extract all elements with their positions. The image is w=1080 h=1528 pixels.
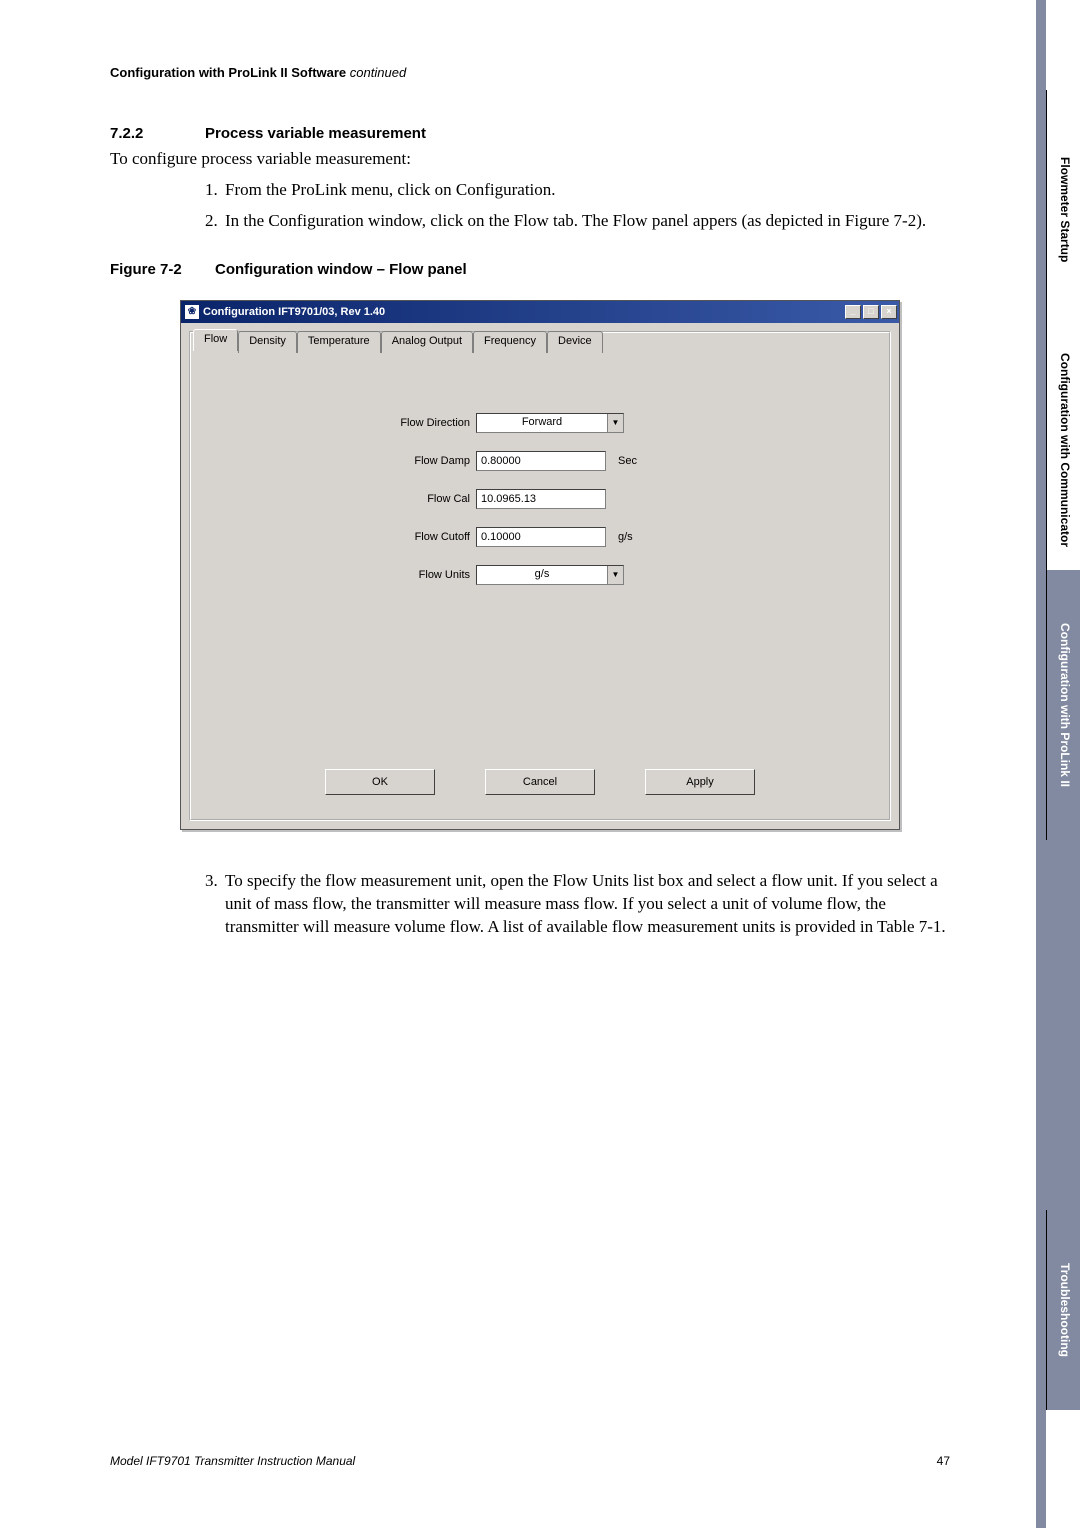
page-content: Configuration with ProLink II Software c… bbox=[110, 65, 950, 939]
figure-title: Configuration window – Flow panel bbox=[215, 261, 467, 278]
tab-analog-output[interactable]: Analog Output bbox=[381, 331, 473, 353]
flow-cutoff-label: Flow Cutoff bbox=[191, 531, 476, 543]
running-head-title: Configuration with ProLink II Software bbox=[110, 65, 346, 80]
tab-flow[interactable]: Flow bbox=[193, 329, 238, 351]
minimize-button[interactable]: _ bbox=[845, 305, 861, 319]
flow-units-label: Flow Units bbox=[191, 569, 476, 581]
side-tabs: Flowmeter Startup Configuration with Com… bbox=[1046, 90, 1080, 1410]
window-buttons: _ □ × bbox=[845, 305, 897, 319]
flow-cal-input[interactable] bbox=[476, 489, 606, 509]
side-accent-bar bbox=[1036, 0, 1046, 1528]
step-2: 2.In the Configuration window, click on … bbox=[110, 210, 950, 233]
titlebar[interactable]: ❀ Configuration IFT9701/03, Rev 1.40 _ □… bbox=[181, 301, 899, 323]
button-row: OK Cancel Apply bbox=[191, 769, 889, 795]
row-flow-direction: Flow Direction Forward ▼ bbox=[191, 413, 889, 433]
ok-button[interactable]: OK bbox=[325, 769, 435, 795]
flow-units-value: g/s bbox=[477, 566, 607, 584]
chevron-down-icon[interactable]: ▼ bbox=[607, 414, 623, 432]
section-number: 7.2.2 bbox=[110, 125, 205, 142]
flow-direction-select[interactable]: Forward ▼ bbox=[476, 413, 624, 433]
side-tab-troubleshooting[interactable]: Troubleshooting bbox=[1046, 1210, 1080, 1410]
step-3: 3.To specify the flow measurement unit, … bbox=[110, 870, 950, 939]
flow-damp-unit: Sec bbox=[618, 455, 637, 467]
side-tab-flowmeter-startup[interactable]: Flowmeter Startup bbox=[1046, 90, 1080, 330]
tabs-row: Flow Density Temperature Analog Output F… bbox=[193, 329, 889, 351]
config-window: ❀ Configuration IFT9701/03, Rev 1.40 _ □… bbox=[180, 300, 900, 830]
apply-button[interactable]: Apply bbox=[645, 769, 755, 795]
side-tab-gap bbox=[1046, 840, 1080, 1210]
section-title: Process variable measurement bbox=[205, 125, 426, 142]
section-heading: 7.2.2Process variable measurement bbox=[110, 125, 950, 142]
flow-damp-label: Flow Damp bbox=[191, 455, 476, 467]
step-1: 1.From the ProLink menu, click on Config… bbox=[110, 179, 950, 202]
tab-panel: Flow Density Temperature Analog Output F… bbox=[189, 331, 891, 821]
flow-direction-label: Flow Direction bbox=[191, 417, 476, 429]
app-icon: ❀ bbox=[185, 305, 199, 319]
tab-density[interactable]: Density bbox=[238, 331, 297, 353]
flow-units-select[interactable]: g/s ▼ bbox=[476, 565, 624, 585]
running-head: Configuration with ProLink II Software c… bbox=[110, 65, 950, 80]
flow-cutoff-input[interactable] bbox=[476, 527, 606, 547]
row-flow-cutoff: Flow Cutoff g/s bbox=[191, 527, 889, 547]
row-flow-damp: Flow Damp Sec bbox=[191, 451, 889, 471]
flow-damp-input[interactable] bbox=[476, 451, 606, 471]
footer: Model IFT9701 Transmitter Instruction Ma… bbox=[110, 1454, 950, 1468]
form-area: Flow Direction Forward ▼ Flow Damp Sec F… bbox=[191, 413, 889, 603]
close-button[interactable]: × bbox=[881, 305, 897, 319]
figure-caption: Figure 7-2Configuration window – Flow pa… bbox=[110, 261, 950, 278]
side-tab-config-prolink[interactable]: Configuration with ProLink II bbox=[1046, 570, 1080, 840]
side-tab-config-communicator[interactable]: Configuration with Communicator bbox=[1046, 330, 1080, 570]
running-head-suffix: continued bbox=[350, 65, 406, 80]
flow-cal-label: Flow Cal bbox=[191, 493, 476, 505]
footer-doc-title: Model IFT9701 Transmitter Instruction Ma… bbox=[110, 1454, 355, 1468]
tab-device[interactable]: Device bbox=[547, 331, 603, 353]
tab-temperature[interactable]: Temperature bbox=[297, 331, 381, 353]
maximize-button[interactable]: □ bbox=[863, 305, 879, 319]
row-flow-units: Flow Units g/s ▼ bbox=[191, 565, 889, 585]
intro-text: To configure process variable measuremen… bbox=[110, 148, 950, 171]
flow-direction-value: Forward bbox=[477, 414, 607, 432]
cancel-button[interactable]: Cancel bbox=[485, 769, 595, 795]
page-number: 47 bbox=[937, 1454, 950, 1468]
figure-number: Figure 7-2 bbox=[110, 261, 215, 278]
flow-cutoff-unit: g/s bbox=[618, 531, 633, 543]
tab-frequency[interactable]: Frequency bbox=[473, 331, 547, 353]
window-title: Configuration IFT9701/03, Rev 1.40 bbox=[203, 306, 385, 318]
row-flow-cal: Flow Cal bbox=[191, 489, 889, 509]
chevron-down-icon[interactable]: ▼ bbox=[607, 566, 623, 584]
